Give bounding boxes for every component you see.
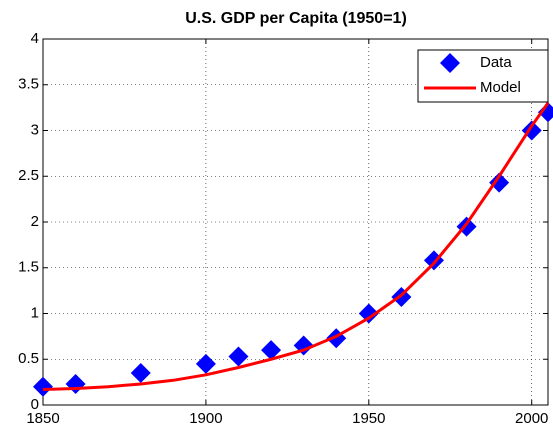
model-line [42, 102, 550, 391]
chart-title: U.S. GDP per Capita (1950=1) [185, 10, 407, 27]
y-tick-label: 4 [31, 30, 39, 47]
y-tick-label: 0.5 [18, 350, 39, 367]
y-tick-label: 3 [31, 121, 39, 138]
data-point [195, 353, 216, 374]
data-point [228, 346, 249, 367]
x-tick-label: 1850 [26, 410, 59, 427]
y-tick-label: 3.5 [18, 76, 39, 93]
y-tick-label: 0 [31, 396, 39, 413]
data-point [261, 340, 282, 361]
data-point [358, 303, 379, 324]
y-tick-label: 1 [31, 304, 39, 321]
legend-swatch [440, 53, 460, 73]
x-tick-label: 2000 [515, 410, 548, 427]
legend-label: Model [480, 79, 521, 96]
y-tick-label: 2.5 [18, 167, 39, 184]
plot-frame [42, 38, 549, 406]
y-tick-label: 1.5 [18, 259, 39, 276]
y-tick-label: 2 [31, 213, 39, 230]
x-tick-label: 1900 [189, 410, 222, 427]
data-point [489, 172, 510, 193]
legend-label: Data [480, 54, 512, 71]
data-point [538, 102, 553, 123]
x-tick-label: 1950 [352, 410, 385, 427]
data-point [33, 376, 53, 397]
legend-box [417, 49, 549, 103]
data-point [130, 362, 151, 383]
